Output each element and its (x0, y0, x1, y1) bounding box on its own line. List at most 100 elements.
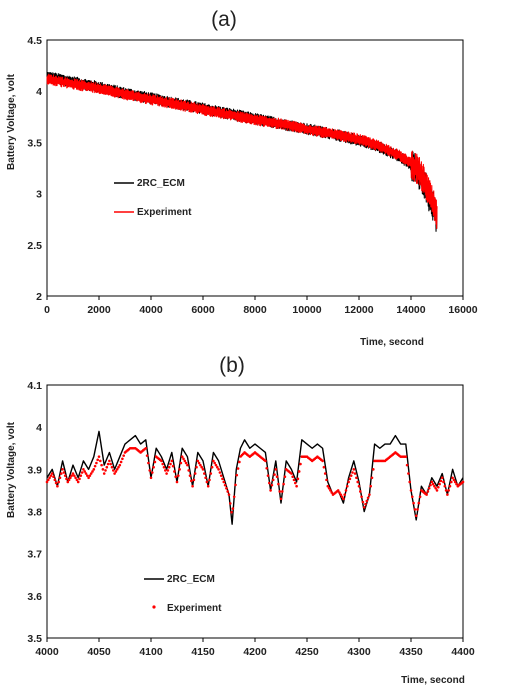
experiment-point (283, 475, 287, 479)
experiment-point (60, 472, 63, 475)
experiment-point (450, 480, 453, 484)
chart-b: (b) 3.5 3.6 3.7 3.8 3.9 4 4.1 4000 4050 4100 4150… (6, 354, 475, 686)
experiment-point (69, 476, 72, 480)
experiment-point (57, 480, 60, 484)
experiment-point (347, 480, 350, 484)
experiment-point (117, 465, 120, 469)
chart-a: (a) 2 2.5 3 3.5 4 4.5 0 2000 4000 6000 8000 10000 1… (6, 8, 478, 348)
experiment-point (166, 469, 170, 472)
experiment-point (153, 460, 157, 464)
x-axis-b: 4000 4050 4100 4150 4200 4250 4300 4350 4400 (35, 638, 475, 658)
experiment-point (67, 478, 71, 482)
experiment-point (274, 468, 278, 471)
experiment-point (48, 476, 51, 480)
x-tick-label-b: 4200 (243, 646, 267, 658)
experiment-point (177, 474, 180, 477)
experiment-point (226, 490, 229, 493)
experiment-point (183, 459, 187, 463)
experiment-point (200, 465, 203, 469)
experiment-point (167, 465, 171, 469)
experiment-point (368, 493, 371, 496)
experiment-point (66, 480, 70, 484)
experiment-point (144, 446, 148, 450)
experiment-point (291, 475, 295, 479)
experiment-point (219, 474, 223, 477)
experiment-point (349, 474, 353, 477)
experiment-point (195, 465, 198, 469)
experiment-point (162, 465, 166, 469)
experiment-point (190, 479, 193, 483)
experiment-point (273, 473, 276, 476)
experiment-point (346, 484, 349, 488)
panel-b-label: (b) (219, 354, 245, 377)
experiment-point (174, 475, 177, 479)
experiment-point (87, 476, 90, 480)
experiment-point (435, 489, 439, 492)
experiment-point (173, 470, 176, 473)
x-tick-label-a: 14000 (396, 304, 425, 316)
experiment-point (149, 476, 153, 480)
x-axis-a: 0 2000 4000 6000 8000 10000 12000 14000 16000 (44, 296, 478, 316)
x-tick-label-b: 4300 (347, 646, 371, 658)
experiment-point (179, 461, 183, 465)
experiment-point (108, 459, 111, 463)
experiment-point (326, 484, 330, 488)
experiment-point (63, 474, 67, 477)
experiment-point (321, 459, 324, 463)
experiment-point (178, 468, 181, 471)
experiment-point (97, 455, 101, 458)
experiment-point (361, 500, 365, 504)
y-tick-label-b: 3.7 (27, 549, 42, 561)
experiment-point (277, 482, 280, 486)
experiment-point (227, 493, 231, 496)
experiment-point (439, 479, 443, 483)
experiment-point (109, 462, 112, 466)
experiment-point (372, 468, 375, 471)
experiment-point (99, 459, 102, 463)
experiment-point (74, 476, 77, 480)
experiment-point (225, 487, 228, 490)
experiment-point (355, 476, 358, 480)
experiment-point (114, 470, 118, 473)
experiment-point (216, 465, 219, 469)
x-tick-label-a: 8000 (243, 304, 267, 316)
experiment-point (187, 469, 190, 472)
experiment-point (212, 459, 215, 463)
experiment-point (53, 478, 57, 482)
experiment-point (294, 481, 297, 485)
experiment-point (47, 478, 50, 482)
experiment-point (275, 475, 279, 479)
y-tick-label-b: 3.5 (27, 633, 42, 645)
x-tick-label-b: 4150 (191, 646, 215, 658)
y-tick-label-a: 4.5 (27, 35, 42, 47)
experiment-point (282, 482, 285, 486)
experiment-point (444, 489, 448, 492)
experiment-point (196, 459, 200, 463)
experiment-point (50, 472, 54, 475)
experiment-point (93, 464, 97, 468)
experiment-point (235, 473, 239, 477)
x-tick-label-b: 4100 (139, 646, 163, 658)
experiment-point (342, 497, 345, 501)
experiment-point (151, 471, 154, 474)
experiment-point (330, 491, 334, 494)
experiment-point (351, 471, 354, 474)
experiment-point (425, 493, 428, 496)
experiment-point (446, 493, 449, 496)
experiment-point (434, 487, 438, 490)
experiment-point (357, 484, 361, 488)
series-group-b (45, 430, 465, 525)
experiment-point (54, 481, 58, 485)
experiment-point (279, 497, 283, 501)
experiment-point (192, 478, 196, 482)
experiment-point (61, 468, 64, 471)
experiment-point (58, 476, 62, 480)
y-axis-title-a: Battery Voltage, volt (6, 73, 17, 170)
legend-a-label-ecm: 2RC_ECM (137, 178, 185, 189)
legend-b: 2RC_ECM Experiment (144, 574, 222, 614)
experiment-point (364, 502, 367, 506)
series-group-a (46, 72, 438, 232)
experiment-point (265, 466, 269, 470)
legend-b-swatch-experiment (152, 605, 156, 609)
